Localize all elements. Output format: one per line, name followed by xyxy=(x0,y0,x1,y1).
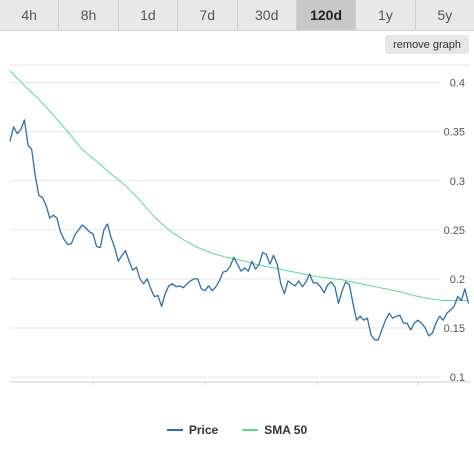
tab-120d[interactable]: 120d xyxy=(296,0,357,30)
tab-1y[interactable]: 1y xyxy=(356,0,416,30)
price-legend-swatch xyxy=(166,429,183,431)
legend-item-price[interactable]: Price xyxy=(166,423,219,437)
y-tick-label: 0.25 xyxy=(444,225,465,237)
sma-50-line xyxy=(9,70,469,301)
series-lines xyxy=(9,70,470,341)
tab-8h[interactable]: 8h xyxy=(59,0,119,30)
grid xyxy=(10,64,470,378)
remove-graph-button[interactable]: remove graph xyxy=(385,35,469,54)
tab-4h[interactable]: 4h xyxy=(0,0,60,30)
sma-legend-swatch xyxy=(242,429,259,431)
chart-legend: Price SMA 50 xyxy=(0,420,474,440)
y-tick-label: 0.3 xyxy=(450,176,465,188)
y-tick-label: 0.35 xyxy=(444,127,465,139)
y-tick-label: 0.15 xyxy=(444,323,465,335)
tab-7d[interactable]: 7d xyxy=(178,0,238,30)
y-tick-label: 0.4 xyxy=(450,78,465,90)
y-axis: 0.1 0.15 0.2 0.25 0.3 0.35 0.4 xyxy=(444,78,465,384)
legend-label-sma: SMA 50 xyxy=(264,423,308,437)
legend-label-price: Price xyxy=(188,423,219,437)
tab-30d[interactable]: 30d xyxy=(237,0,297,30)
legend-item-sma[interactable]: SMA 50 xyxy=(242,423,307,437)
timeframe-tabs: 4h 8h 1d 7d 30d 120d 1y 5y xyxy=(0,0,474,31)
y-tick-label: 0.1 xyxy=(450,372,465,384)
y-tick-label: 0.2 xyxy=(450,274,465,286)
x-axis: Dec '25Jan '26Feb '26Mar '26 xyxy=(10,381,470,385)
tab-5y[interactable]: 5y xyxy=(415,0,474,30)
tab-1d[interactable]: 1d xyxy=(118,0,179,30)
price-line xyxy=(9,119,470,341)
price-chart: Dec '25Jan '26Feb '26Mar '26 0.10.150.20… xyxy=(9,64,470,385)
